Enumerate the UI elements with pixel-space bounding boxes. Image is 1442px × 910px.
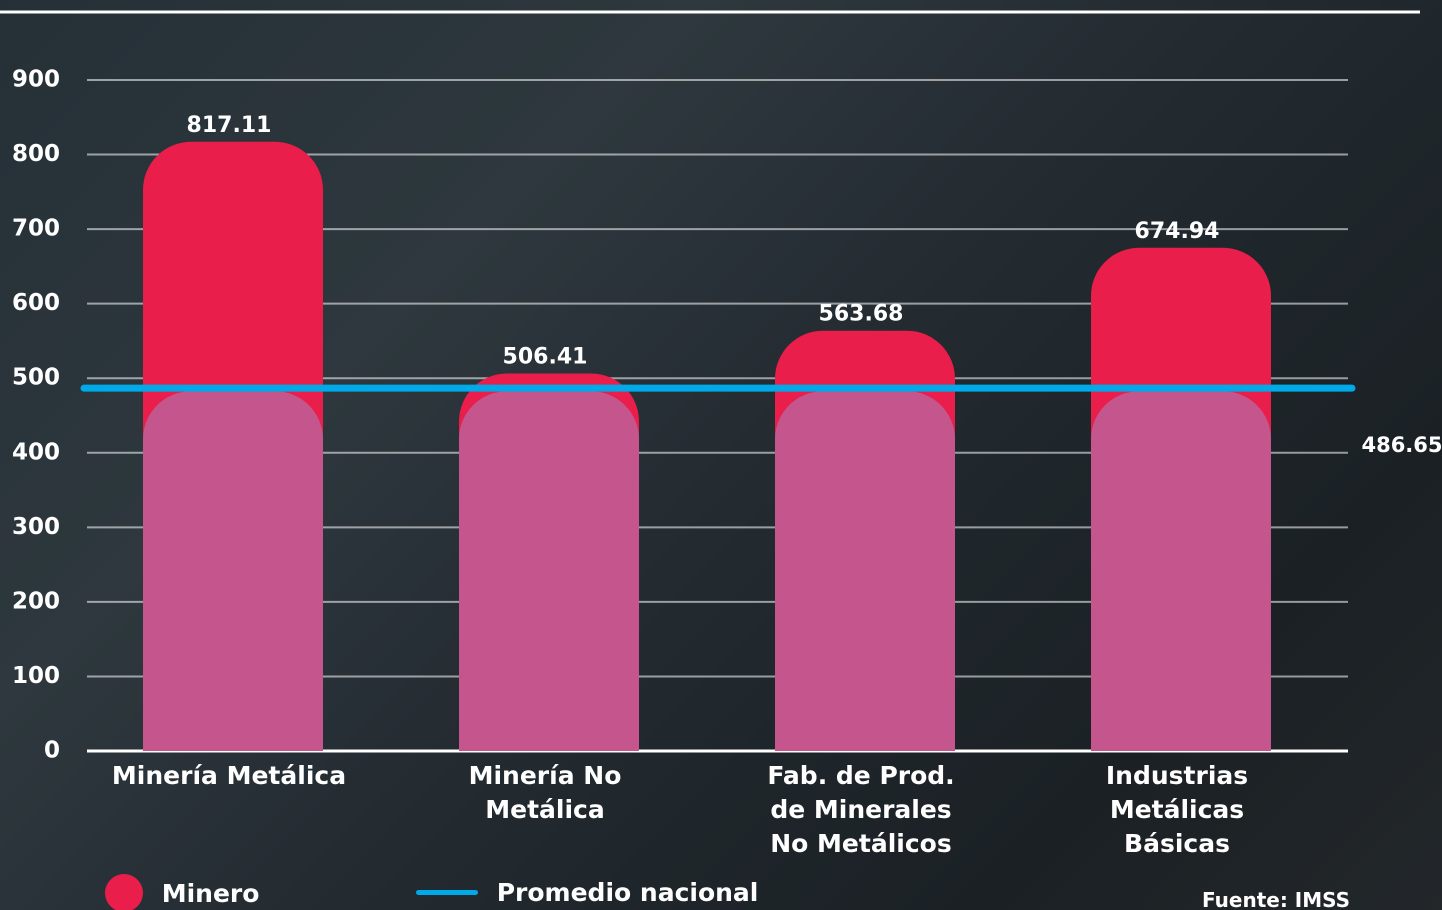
legend-swatch [105, 874, 143, 910]
x-tick-label: Fab. de Prod. de Minerales No Metálicos [767, 761, 955, 858]
y-tick-label: 900 [12, 67, 60, 93]
value-label: 817.11 [187, 113, 272, 138]
value-label: 563.68 [819, 302, 904, 327]
y-tick-label: 800 [12, 141, 60, 167]
average-overlay [775, 391, 955, 751]
x-tick-label: Industrias Metálicas Básicas [1105, 761, 1249, 858]
legend-swatch [416, 889, 478, 895]
legend-label: Minero [161, 878, 260, 908]
value-label: 506.41 [503, 344, 588, 369]
x-tick-label: Minería Metálica [111, 761, 347, 790]
value-label: 674.94 [1135, 219, 1220, 244]
y-tick-label: 600 [12, 290, 60, 316]
legend-label: Promedio nacional [496, 877, 759, 907]
y-tick-label: 0 [44, 738, 60, 764]
legend-line: Promedio nacional [416, 876, 758, 907]
y-tick-label: 100 [12, 663, 60, 689]
y-tick-label: 200 [12, 588, 60, 614]
y-tick-label: 400 [12, 439, 60, 465]
average-label: 486.65 [1361, 433, 1442, 457]
average-overlay [143, 391, 323, 751]
y-tick-label: 500 [12, 365, 60, 391]
y-tick-label: 700 [12, 216, 60, 242]
average-overlay [459, 391, 639, 751]
source: Fuente: IMSS [1202, 888, 1351, 910]
legend-bar: Minero [105, 874, 259, 910]
average-overlay [1091, 391, 1271, 751]
y-tick-label: 300 [12, 514, 60, 540]
x-tick-label: Minería No Metálica [468, 761, 622, 824]
